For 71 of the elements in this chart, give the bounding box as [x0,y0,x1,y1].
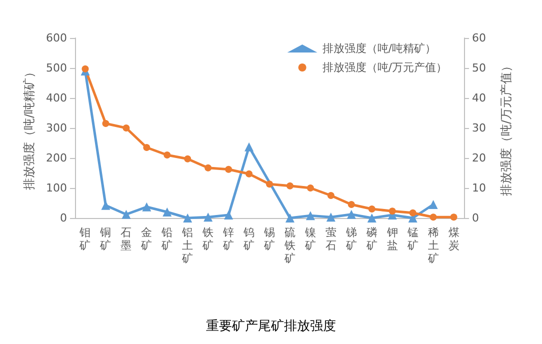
x-tick-label: 磷矿 [365,226,378,252]
point [306,184,314,192]
point [164,152,171,158]
x-tick-label: 稀土矿 [426,226,439,265]
point [348,201,355,208]
point [122,124,130,132]
point [388,208,396,215]
point [430,214,437,221]
point [143,144,150,151]
text: 重要矿产尾矿排放强度 [206,318,336,334]
x-tick-label: 镍矿 [304,226,316,252]
y2-tick-label: 60 [472,32,486,44]
x-tick-label: 硫铁矿 [283,226,296,265]
point [204,164,212,172]
point [306,211,315,220]
point [244,142,254,152]
x-tick-label: 钼矿 [78,226,91,252]
x-tick-label: 石墨 [120,226,132,252]
y-tick-label: 200 [46,152,67,164]
x-tick-label: 锌矿 [222,226,234,252]
y2-tick-label: 10 [472,182,486,194]
point [285,214,294,222]
point [225,166,232,173]
y2-tick-label: 40 [472,92,486,104]
x-tick-label: 萤石 [325,226,336,252]
point [204,212,213,222]
y-tick-label: 300 [46,122,67,134]
y-tick-label: 500 [46,62,67,74]
y2-tick-label: 50 [472,62,486,74]
y2-tick-label: 30 [472,122,486,134]
legend-label: 排放强度（吨/吨精矿） [322,42,436,55]
y-tick-label: 0 [60,212,67,224]
legend-label: 排放强度（吨/万元产值） [322,61,448,74]
y2-tick-label: 0 [472,212,479,224]
point [286,182,294,190]
point [82,65,89,72]
point [246,170,253,178]
point [346,210,356,219]
point [326,212,336,222]
y-tick-label: 400 [46,92,67,104]
y-axis-title: 排放强度（吨/吨精矿） [22,66,36,190]
point [428,200,438,209]
y2-axis-title: 排放强度（吨/万元产值） [499,60,513,196]
point [409,209,416,216]
point [183,214,192,222]
point [450,214,458,221]
x-tick-label: 煤炭 [448,226,460,252]
point [102,120,110,127]
y-tick-label: 600 [46,32,67,44]
x-tick-label: 铜矿 [99,226,112,252]
point [162,208,172,216]
point [101,200,110,210]
x-tick-label: 铅矿 [160,226,173,252]
point [224,210,234,220]
point [367,214,376,222]
y2-tick-label: 20 [472,152,486,164]
x-tick-label: 钨矿 [242,226,255,252]
point [184,155,192,162]
x-tick-label: 钾盐 [386,226,398,252]
point [266,180,273,188]
x-tick-label: 锡矿 [263,226,275,252]
point [142,202,152,212]
point [122,210,131,219]
x-tick-label: 铁矿 [202,226,214,252]
x-tick-label: 锰矿 [406,226,418,252]
x-tick-label: 金矿 [140,226,152,252]
y-tick-label: 100 [46,182,67,194]
point [368,206,376,212]
point [327,192,334,199]
x-tick-label: 锑矿 [344,226,357,252]
x-tick-label: 铝土矿 [181,226,194,265]
